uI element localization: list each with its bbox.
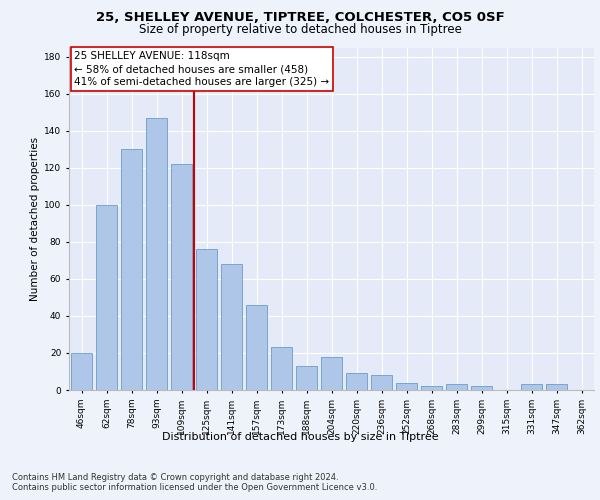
Bar <box>71 353 92 390</box>
Bar <box>471 386 492 390</box>
Bar <box>371 375 392 390</box>
Bar <box>171 164 192 390</box>
Text: Contains HM Land Registry data © Crown copyright and database right 2024.
Contai: Contains HM Land Registry data © Crown c… <box>12 472 377 492</box>
Text: 25, SHELLEY AVENUE, TIPTREE, COLCHESTER, CO5 0SF: 25, SHELLEY AVENUE, TIPTREE, COLCHESTER,… <box>95 11 505 24</box>
Bar <box>346 374 367 390</box>
Text: 25 SHELLEY AVENUE: 118sqm
← 58% of detached houses are smaller (458)
41% of semi: 25 SHELLEY AVENUE: 118sqm ← 58% of detac… <box>74 51 329 88</box>
Bar <box>421 386 442 390</box>
Text: Size of property relative to detached houses in Tiptree: Size of property relative to detached ho… <box>139 22 461 36</box>
Bar <box>96 205 117 390</box>
Y-axis label: Number of detached properties: Number of detached properties <box>30 136 40 301</box>
Bar <box>271 348 292 390</box>
Bar <box>296 366 317 390</box>
Bar <box>246 305 267 390</box>
Bar <box>546 384 567 390</box>
Bar <box>521 384 542 390</box>
Bar <box>146 118 167 390</box>
Bar <box>221 264 242 390</box>
Bar <box>121 150 142 390</box>
Bar <box>446 384 467 390</box>
Bar <box>396 382 417 390</box>
Text: Distribution of detached houses by size in Tiptree: Distribution of detached houses by size … <box>161 432 439 442</box>
Bar <box>321 356 342 390</box>
Bar <box>196 250 217 390</box>
